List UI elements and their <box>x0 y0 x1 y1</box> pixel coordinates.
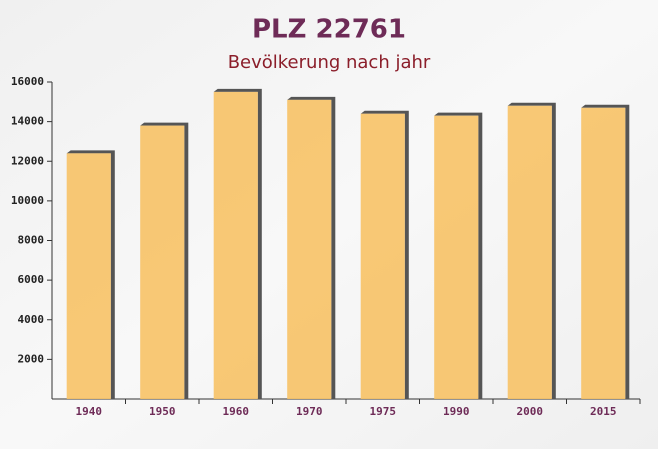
y-tick-label: 12000 <box>11 154 44 167</box>
x-tick-label: 2000 <box>517 405 544 418</box>
x-tick-label: 1960 <box>223 405 250 418</box>
y-tick-label: 14000 <box>11 115 44 128</box>
x-tick-label: 1940 <box>76 405 103 418</box>
y-tick-label: 2000 <box>18 352 45 365</box>
bar <box>140 125 185 400</box>
x-tick-label: 2015 <box>590 405 617 418</box>
x-tick-label: 1975 <box>370 405 397 418</box>
y-tick-label: 16000 <box>11 75 44 88</box>
x-tick-label: 1990 <box>443 405 470 418</box>
y-tick-label: 6000 <box>18 273 45 286</box>
bar <box>287 99 332 400</box>
chart-subtitle: Bevölkerung nach jahr <box>228 52 431 73</box>
x-tick-label: 1970 <box>296 405 323 418</box>
chart-title: PLZ 22761 <box>252 15 406 45</box>
y-tick-label: 4000 <box>18 313 45 326</box>
bar <box>507 105 552 400</box>
bar <box>360 113 405 399</box>
y-tick-label: 8000 <box>18 234 45 247</box>
bar <box>66 153 111 399</box>
bar <box>434 115 479 400</box>
bar <box>581 107 626 399</box>
y-tick-label: 10000 <box>11 194 44 207</box>
bar <box>213 91 258 399</box>
x-tick-label: 1950 <box>149 405 176 418</box>
